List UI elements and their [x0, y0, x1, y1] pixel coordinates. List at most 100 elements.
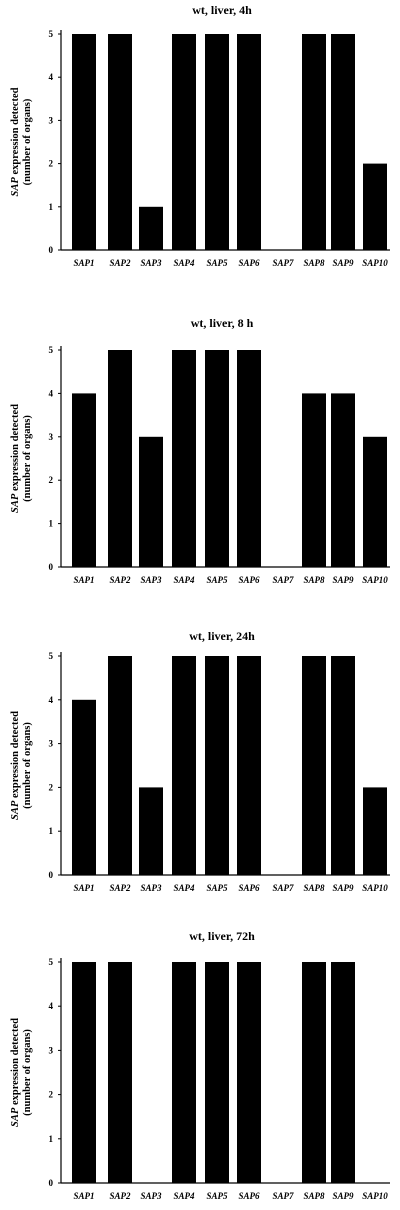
bar-sap9 — [331, 962, 355, 1183]
bar-sap4 — [172, 656, 196, 875]
y-tick-label: 1 — [49, 826, 54, 836]
x-tick-label: SAP4 — [173, 258, 195, 268]
bar-sap6 — [237, 656, 261, 875]
y-tick-label: 3 — [49, 1045, 54, 1055]
y-tick-label: 5 — [49, 957, 54, 967]
y-axis-label: SAP expression detected — [10, 711, 21, 820]
y-axis-label-italic: SAP — [10, 493, 21, 513]
bar-sap5 — [205, 962, 229, 1183]
y-tick-label: 0 — [49, 1178, 54, 1188]
x-tick-label: SAP2 — [109, 258, 131, 268]
chart-panel-1: wt, liver, 4h SAP expression detected (num… — [10, 3, 390, 268]
y-axis-label-line2: (number of organs) — [22, 1029, 33, 1116]
bar-sap2 — [108, 350, 132, 567]
bar-sap1 — [72, 393, 96, 567]
y-tick-label: 2 — [49, 782, 54, 792]
x-tick-label: SAP5 — [206, 258, 228, 268]
bar-sap5 — [205, 34, 229, 250]
x-tick-label: SAP2 — [109, 1191, 131, 1201]
bar-sap9 — [331, 34, 355, 250]
x-tick-label: SAP1 — [73, 258, 94, 268]
y-tick-label: 3 — [49, 432, 54, 442]
x-tick-label: SAP5 — [206, 575, 228, 585]
bar-sap5 — [205, 656, 229, 875]
x-tick-label: SAP3 — [140, 1191, 162, 1201]
bar-sap8 — [302, 656, 326, 875]
y-tick-label: 4 — [49, 388, 54, 398]
y-tick-label: 4 — [49, 72, 54, 82]
x-tick-label: SAP4 — [173, 1191, 195, 1201]
x-tick-label: SAP5 — [206, 1191, 228, 1201]
y-axis-label-text: expression detected — [10, 1018, 21, 1108]
chart-title: wt, liver, 8 h — [191, 316, 254, 330]
y-axis-label-line2: (number of organs) — [22, 98, 33, 185]
x-tick-label: SAP4 — [173, 883, 195, 893]
y-tick-label: 2 — [49, 1090, 54, 1100]
y-tick-label: 4 — [49, 695, 54, 705]
x-tick-label: SAP3 — [140, 258, 162, 268]
x-tick-label: SAP5 — [206, 883, 228, 893]
bar-sap3 — [139, 436, 163, 567]
x-tick-label: SAP9 — [332, 1191, 354, 1201]
bar-sap9 — [331, 393, 355, 567]
chart-title: wt, liver, 24h — [189, 629, 255, 643]
y-axis-label-text: expression detected — [10, 404, 21, 494]
bar-sap2 — [108, 34, 132, 250]
y-tick-label: 4 — [49, 1001, 54, 1011]
bar-sap6 — [237, 962, 261, 1183]
x-tick-label: SAP10 — [362, 883, 388, 893]
bar-sap10 — [363, 163, 387, 250]
y-axis-label: SAP expression detected — [10, 87, 21, 196]
x-tick-label: SAP1 — [73, 1191, 94, 1201]
x-tick-label: SAP1 — [73, 883, 94, 893]
y-tick-label: 5 — [49, 345, 54, 355]
bar-sap2 — [108, 962, 132, 1183]
y-tick-label: 1 — [49, 519, 54, 529]
bar-sap3 — [139, 206, 163, 250]
y-axis-label: SAP expression detected — [10, 404, 21, 513]
bar-sap6 — [237, 350, 261, 567]
x-tick-label: SAP10 — [362, 1191, 388, 1201]
y-axis-label-text: expression detected — [10, 87, 21, 177]
x-tick-label: SAP9 — [332, 575, 354, 585]
chart-title: wt, liver, 4h — [192, 3, 252, 17]
x-tick-label: SAP8 — [303, 1191, 325, 1201]
bar-sap8 — [302, 962, 326, 1183]
y-axis-label-line2: (number of organs) — [22, 415, 33, 502]
bar-sap10 — [363, 787, 387, 875]
x-tick-label: SAP10 — [362, 258, 388, 268]
x-tick-label: SAP3 — [140, 883, 162, 893]
y-axis-label-italic: SAP — [10, 800, 21, 820]
y-tick-label: 0 — [49, 562, 54, 572]
x-tick-label: SAP7 — [272, 883, 294, 893]
x-tick-label: SAP7 — [272, 575, 294, 585]
bar-sap1 — [72, 962, 96, 1183]
bar-sap1 — [72, 699, 96, 875]
chart-title: wt, liver, 72h — [189, 929, 255, 943]
chart-panel-3: wt, liver, 24h SAP expression detected (nu… — [10, 629, 390, 893]
x-tick-label: SAP8 — [303, 883, 325, 893]
bar-sap6 — [237, 34, 261, 250]
x-tick-label: SAP2 — [109, 883, 131, 893]
y-tick-label: 5 — [49, 651, 54, 661]
y-tick-label: 5 — [49, 29, 54, 39]
y-tick-label: 0 — [49, 245, 54, 255]
bar-sap4 — [172, 962, 196, 1183]
bar-sap2 — [108, 656, 132, 875]
x-tick-label: SAP9 — [332, 883, 354, 893]
x-tick-label: SAP7 — [272, 258, 294, 268]
x-tick-label: SAP10 — [362, 575, 388, 585]
x-tick-label: SAP3 — [140, 575, 162, 585]
y-axis-label: SAP expression detected — [10, 1018, 21, 1127]
bar-sap5 — [205, 350, 229, 567]
x-tick-label: SAP1 — [73, 575, 94, 585]
y-tick-label: 3 — [49, 115, 54, 125]
bar-sap1 — [72, 34, 96, 250]
x-tick-label: SAP6 — [238, 1191, 260, 1201]
y-axis-label-line2: (number of organs) — [22, 722, 33, 809]
y-tick-label: 0 — [49, 870, 54, 880]
x-tick-label: SAP7 — [272, 1191, 294, 1201]
x-tick-label: SAP8 — [303, 575, 325, 585]
bar-sap4 — [172, 34, 196, 250]
bar-sap3 — [139, 787, 163, 875]
